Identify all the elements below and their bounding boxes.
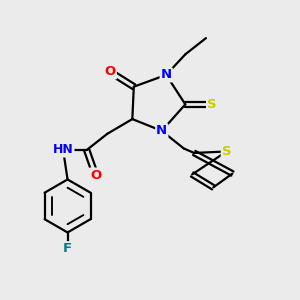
Text: S: S xyxy=(207,98,217,111)
Text: S: S xyxy=(222,145,231,158)
Text: N: N xyxy=(156,124,167,137)
Text: F: F xyxy=(63,242,72,255)
Text: O: O xyxy=(105,65,116,79)
Text: HN: HN xyxy=(53,143,74,157)
Text: O: O xyxy=(90,169,101,182)
Text: N: N xyxy=(160,68,172,81)
